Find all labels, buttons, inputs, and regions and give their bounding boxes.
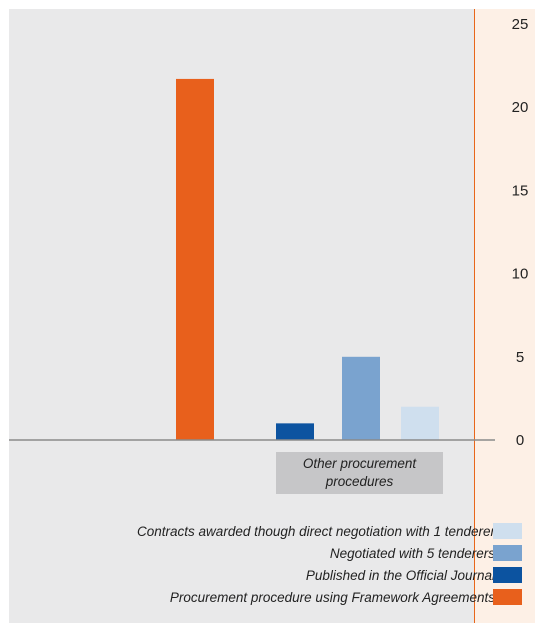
y-axis-panel (474, 9, 535, 623)
legend-item: Negotiated with 5 tenderers (20, 542, 525, 564)
bar (176, 78, 214, 441)
y-tick-label: 10 (512, 266, 529, 283)
legend-swatch (493, 567, 522, 583)
bar (276, 423, 314, 440)
legend-item: Contracts awarded though direct negotiat… (20, 520, 525, 542)
legend: Contracts awarded though direct negotiat… (20, 520, 525, 608)
y-tick-label: 5 (516, 349, 524, 366)
y-tick-label: 20 (512, 99, 529, 116)
group-label: Other procurement procedures (302, 456, 417, 489)
group-label-box: Other procurement procedures (276, 452, 443, 494)
legend-item: Procurement procedure using Framework Ag… (20, 586, 525, 608)
y-tick-label: 25 (512, 16, 529, 33)
plot-area (9, 9, 474, 623)
legend-swatch (493, 589, 522, 605)
legend-label: Procurement procedure using Framework Ag… (169, 589, 495, 605)
bar (401, 406, 439, 440)
legend-item: Published in the Official Journal (20, 564, 525, 586)
legend-swatch (493, 545, 522, 561)
legend-label: Published in the Official Journal (305, 567, 495, 583)
legend-label: Contracts awarded though direct negotiat… (137, 523, 495, 539)
y-tick-label: 0 (516, 432, 524, 449)
legend-swatch (493, 523, 522, 539)
y-tick-label: 15 (512, 182, 529, 199)
legend-label: Negotiated with 5 tenderers (329, 545, 495, 561)
bar (342, 356, 380, 440)
y-axis-line (474, 9, 475, 623)
